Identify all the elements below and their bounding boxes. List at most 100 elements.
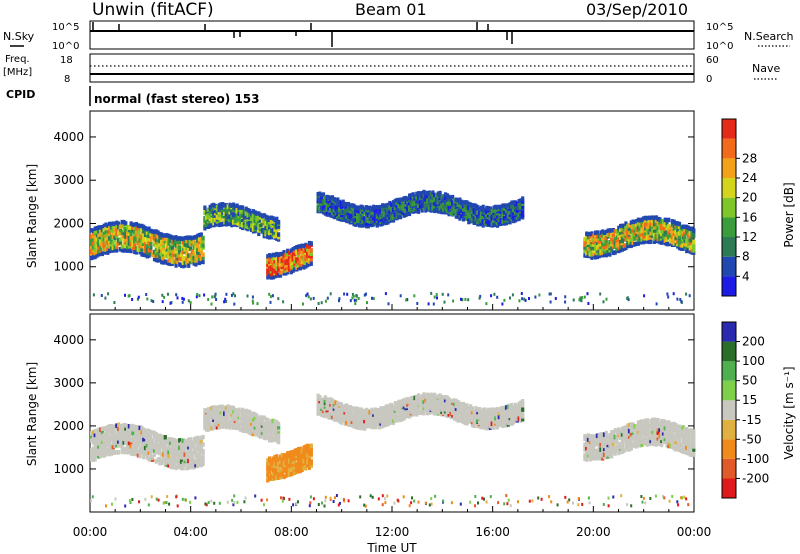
velocity-echo-cell — [652, 420, 657, 426]
power-echo-cell — [286, 248, 290, 254]
power-ytick-label-0: 1000 — [53, 260, 84, 274]
power-echo-cell — [379, 213, 383, 218]
power-noise-cell — [225, 292, 228, 296]
power-echo-cell — [143, 232, 148, 237]
velocity-echo-cell — [172, 460, 176, 466]
velocity-echo-cell — [106, 448, 110, 453]
velocity-echo-cell — [297, 449, 301, 455]
power-echo-cell — [494, 208, 498, 213]
velocity-echo-cell — [669, 433, 673, 438]
velocity-echo-cell — [519, 404, 523, 410]
power-echo-cell — [681, 229, 685, 235]
velocity-echo-cell — [108, 447, 112, 453]
velocity-echo-cell — [644, 418, 648, 423]
power-echo-cell — [197, 256, 202, 261]
velocity-echo-cell — [248, 418, 252, 423]
velocity-echo-cell — [122, 426, 126, 432]
power-echo-cell — [583, 253, 587, 258]
power-echo-cell — [188, 253, 193, 258]
power-echo-cell — [652, 215, 657, 221]
power-echo-cell — [197, 240, 202, 245]
velocity-echo-cell — [275, 427, 279, 432]
velocity-echo-cell — [248, 424, 252, 430]
power-echo-cell — [674, 221, 678, 226]
velocity-echo-cell — [325, 406, 329, 411]
velocity-echo-cell — [154, 436, 158, 441]
velocity-echo-cell — [152, 430, 157, 436]
velocity-echo-cell — [151, 445, 155, 450]
velocity-echo-cell — [499, 415, 503, 420]
velocity-echo-cell — [255, 413, 259, 419]
power-echo-cell — [586, 245, 590, 251]
velocity-echo-cell — [113, 437, 117, 442]
power-echo-cell — [113, 245, 117, 250]
velocity-echo-cell — [329, 415, 333, 420]
velocity-echo-cell — [651, 423, 655, 429]
velocity-echo-cell — [163, 438, 167, 444]
velocity-echo-cell — [304, 449, 308, 454]
power-echo-cell — [165, 233, 169, 238]
power-echo-cell — [90, 244, 94, 250]
power-noise-cell — [306, 292, 309, 296]
power-echo-cell — [627, 226, 632, 232]
power-echo-cell — [181, 260, 185, 266]
power-echo-cell — [368, 210, 372, 215]
velocity-echo-cell — [126, 424, 130, 429]
velocity-echo-cell — [636, 432, 640, 437]
power-echo-cell — [134, 222, 139, 227]
velocity-echo-cell — [170, 450, 175, 455]
velocity-echo-cell — [665, 428, 669, 434]
velocity-echo-cell — [488, 417, 492, 422]
power-echo-cell — [332, 197, 336, 202]
power-noise-cell — [161, 300, 164, 304]
velocity-echo-cell — [127, 446, 131, 451]
power-echo-cell — [681, 224, 685, 229]
power-echo-cell — [327, 195, 331, 200]
velocity-echo-cell — [117, 422, 121, 428]
power-echo-cell — [136, 233, 140, 239]
velocity-echo-cell — [501, 405, 505, 411]
power-echo-cell — [481, 219, 485, 224]
velocity-echo-cell — [427, 393, 431, 399]
power-echo-cell — [515, 212, 519, 218]
power-noise-cell — [680, 300, 683, 304]
power-echo-cell — [118, 247, 122, 252]
velocity-echo-cell — [266, 478, 270, 483]
power-echo-cell — [640, 222, 644, 228]
power-echo-cell — [181, 263, 185, 269]
power-echo-cell — [456, 202, 460, 208]
velocity-echo-cell — [129, 440, 133, 446]
velocity-echo-cell — [196, 463, 200, 469]
power-echo-cell — [352, 217, 356, 222]
velocity-echo-cell — [178, 455, 182, 460]
power-echo-cell — [627, 234, 632, 240]
power-echo-cell — [652, 236, 657, 241]
velocity-echo-cell — [284, 468, 288, 474]
power-echo-cell — [163, 236, 167, 242]
velocity-echo-cell — [521, 412, 525, 418]
velocity-echo-cell — [654, 430, 658, 435]
power-echo-cell — [174, 245, 178, 251]
power-echo-cell — [395, 200, 399, 205]
velocity-echo-cell — [142, 437, 146, 442]
power-noise-cell — [210, 302, 213, 306]
velocity-echo-cell — [113, 450, 117, 455]
velocity-echo-cell — [636, 426, 640, 431]
velocity-echo-cell — [429, 399, 433, 404]
power-echo-cell — [232, 202, 236, 207]
velocity-echo-cell — [215, 419, 219, 425]
velocity-echo-cell — [476, 407, 480, 413]
velocity-echo-cell — [287, 468, 292, 474]
velocity-echo-cell — [172, 455, 176, 460]
velocity-echo-cell — [201, 442, 205, 447]
velocity-echo-cell — [631, 434, 635, 439]
power-echo-cell — [686, 228, 691, 233]
power-echo-cell — [187, 243, 191, 248]
velocity-echo-cell — [172, 444, 176, 450]
power-echo-cell — [479, 210, 483, 215]
power-echo-cell — [169, 261, 173, 267]
power-echo-cell — [402, 213, 406, 218]
power-echo-cell — [154, 249, 158, 254]
power-echo-cell — [365, 205, 369, 210]
velocity-echo-cell — [214, 422, 218, 427]
